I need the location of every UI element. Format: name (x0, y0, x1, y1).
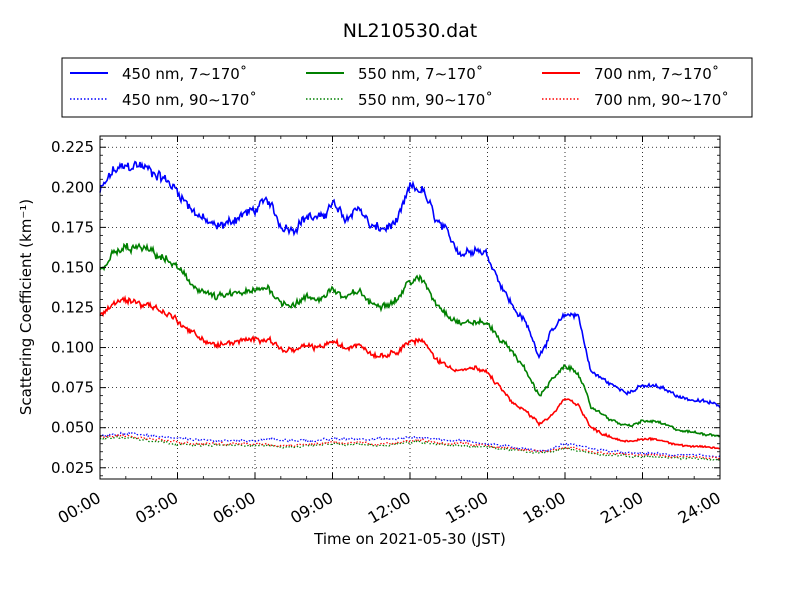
y-tick-label: 0.075 (51, 379, 94, 397)
legend-label: 700 nm, 7∼170˚ (594, 65, 719, 83)
series-layer (99, 160, 721, 462)
y-tick-label: 0.100 (51, 339, 94, 357)
legend-label: 550 nm, 90∼170˚ (358, 91, 493, 109)
legend-label: 550 nm, 7∼170˚ (358, 65, 483, 83)
chart-title: NL210530.dat (343, 20, 478, 42)
y-tick-label: 0.125 (51, 299, 94, 317)
legend-label: 700 nm, 90∼170˚ (594, 91, 729, 109)
y-tick-label: 0.050 (51, 419, 94, 437)
legend-frame (61, 57, 753, 118)
legend-label: 450 nm, 7∼170˚ (122, 65, 247, 83)
series-line (99, 434, 720, 460)
y-tick-label: 0.025 (51, 459, 94, 477)
legend: 450 nm, 7∼170˚ 450 nm, 90∼170˚ 550 nm, 7∼1… (61, 57, 753, 118)
y-tick-label: 0.175 (51, 218, 94, 236)
y-tick-label: 0.200 (51, 178, 94, 196)
y-axis-label: Scattering Coefficient (km⁻¹) (17, 199, 35, 415)
series-line (99, 242, 721, 438)
series-line (99, 294, 721, 450)
plot-area: 0.025 0.050 0.075 0.100 0.125 0.150 0.175 0.200… (51, 135, 724, 528)
series-line (99, 435, 721, 462)
x-axis-label: Time on 2021-05-30 (JST) (313, 530, 506, 548)
legend-label: 450 nm, 90∼170˚ (122, 91, 257, 109)
series-line (99, 160, 721, 409)
y-tick-label: 0.225 (51, 138, 94, 156)
y-tick-label: 0.150 (51, 258, 94, 276)
